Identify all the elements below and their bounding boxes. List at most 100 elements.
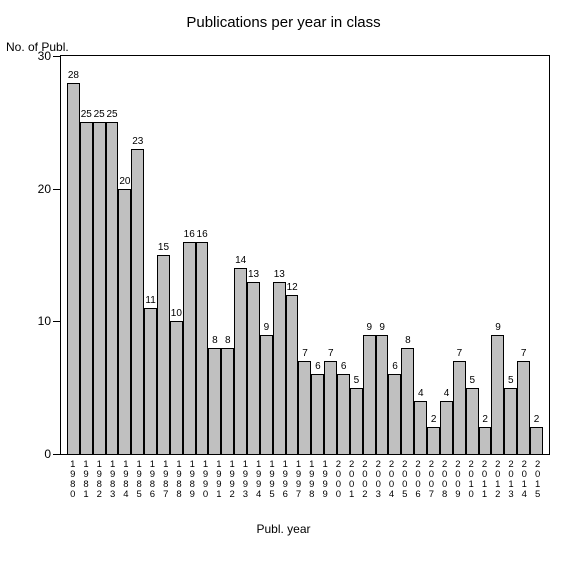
- y-tick-label: 20: [38, 182, 51, 196]
- bar-value-label: 16: [197, 229, 208, 240]
- bar-value-label: 23: [132, 136, 143, 147]
- bar: [196, 242, 209, 454]
- bar: [93, 122, 106, 454]
- bar-value-label: 28: [68, 70, 79, 81]
- x-tick-label: 2007: [425, 460, 438, 500]
- chart-title: Publications per year in class: [0, 14, 567, 31]
- bar: [453, 361, 466, 454]
- y-tick-label: 30: [38, 49, 51, 63]
- bar-value-label: 25: [81, 109, 92, 120]
- bar: [183, 242, 196, 454]
- bar: [376, 335, 389, 454]
- bar-value-label: 5: [508, 375, 514, 386]
- x-tick-label: 1981: [79, 460, 92, 500]
- bar-value-label: 5: [469, 375, 475, 386]
- x-tick-label: 1990: [199, 460, 212, 500]
- y-tick-label: 0: [44, 447, 51, 461]
- x-tick-label: 2009: [451, 460, 464, 500]
- x-tick-label: 2008: [438, 460, 451, 500]
- x-tick-label: 2006: [411, 460, 424, 500]
- bar-value-label: 7: [328, 348, 334, 359]
- x-tick-label: 1997: [292, 460, 305, 500]
- bar: [388, 374, 401, 454]
- bar: [260, 335, 273, 454]
- bar-value-label: 2: [534, 414, 540, 425]
- bar-value-label: 13: [248, 269, 259, 280]
- bar: [530, 427, 543, 454]
- bar: [208, 348, 221, 454]
- bar-value-label: 8: [405, 335, 411, 346]
- bar: [247, 282, 260, 454]
- x-tick-label: 1982: [93, 460, 106, 500]
- bar: [273, 282, 286, 454]
- bar-value-label: 5: [354, 375, 360, 386]
- y-tick: [53, 321, 61, 322]
- y-tick: [53, 189, 61, 190]
- y-tick: [53, 454, 61, 455]
- bar-value-label: 8: [225, 335, 231, 346]
- plot-area: 0102030 28252525202311151016168814139131…: [60, 55, 550, 455]
- bar: [170, 321, 183, 454]
- bar: [427, 427, 440, 454]
- bar: [106, 122, 119, 454]
- bar: [144, 308, 157, 454]
- bar-value-label: 6: [392, 361, 398, 372]
- bar-value-label: 10: [171, 308, 182, 319]
- bar-value-label: 11: [145, 295, 155, 306]
- x-tick-label: 1993: [239, 460, 252, 500]
- x-tick-label: 2015: [531, 460, 544, 500]
- bar-value-label: 12: [287, 282, 298, 293]
- bar-value-label: 9: [367, 322, 373, 333]
- bar: [311, 374, 324, 454]
- x-tick-label: 1995: [265, 460, 278, 500]
- x-tick-label: 1998: [305, 460, 318, 500]
- bar-value-label: 25: [106, 109, 117, 120]
- bar: [80, 122, 93, 454]
- x-tick-label: 2005: [398, 460, 411, 500]
- bar: [350, 388, 363, 454]
- bar: [286, 295, 299, 454]
- x-tick-label: 2014: [518, 460, 531, 500]
- x-tick-label: 2001: [345, 460, 358, 500]
- bar: [517, 361, 530, 454]
- bar: [118, 189, 131, 454]
- bar: [67, 83, 80, 454]
- x-tick-label: 1986: [146, 460, 159, 500]
- bar: [479, 427, 492, 454]
- x-tick-label: 1992: [225, 460, 238, 500]
- x-tick-label: 2010: [464, 460, 477, 500]
- bar-value-label: 13: [274, 269, 285, 280]
- bar-value-label: 8: [212, 335, 218, 346]
- bar: [234, 268, 247, 454]
- x-tick-label: 1984: [119, 460, 132, 500]
- x-tick-label: 1991: [212, 460, 225, 500]
- x-tick-label: 1980: [66, 460, 79, 500]
- x-axis-title: Publ. year: [0, 522, 567, 536]
- bar-value-label: 7: [302, 348, 308, 359]
- x-tick-label: 2004: [385, 460, 398, 500]
- bar-value-label: 4: [418, 388, 424, 399]
- bar: [157, 255, 170, 454]
- bar-value-label: 7: [521, 348, 527, 359]
- bar-value-label: 25: [94, 109, 105, 120]
- x-tick-label: 2002: [358, 460, 371, 500]
- bar-value-label: 6: [315, 361, 321, 372]
- bar-value-label: 9: [264, 322, 270, 333]
- publications-chart: Publications per year in class No. of Pu…: [0, 0, 567, 567]
- bar: [414, 401, 427, 454]
- bar: [363, 335, 376, 454]
- bar-value-label: 9: [495, 322, 501, 333]
- x-tick-label: 2012: [491, 460, 504, 500]
- bar: [440, 401, 453, 454]
- bar: [337, 374, 350, 454]
- x-tick-label: 1999: [318, 460, 331, 500]
- bar-value-label: 20: [119, 176, 130, 187]
- bar: [324, 361, 337, 454]
- x-tick-label: 1985: [132, 460, 145, 500]
- x-tick-label: 2003: [371, 460, 384, 500]
- bar-value-label: 14: [235, 255, 246, 266]
- bar: [466, 388, 479, 454]
- y-tick: [53, 56, 61, 57]
- bar-value-label: 9: [379, 322, 385, 333]
- x-tick-label: 1989: [186, 460, 199, 500]
